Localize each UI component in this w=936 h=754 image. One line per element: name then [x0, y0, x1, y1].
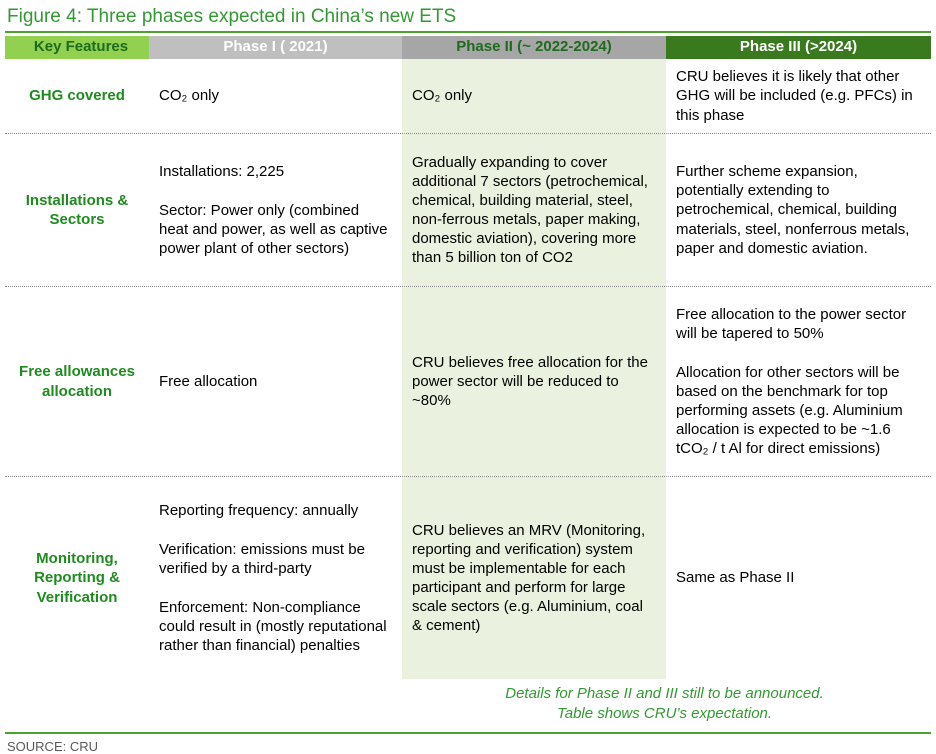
feature-label: Installations & Sectors: [25, 191, 129, 228]
title-divider: [5, 31, 931, 33]
cell-phase2: Gradually expanding to cover additional …: [402, 134, 666, 286]
feature-label: GHG covered: [29, 87, 125, 105]
cell-phase3: Free allocation to the power sector will…: [676, 305, 907, 458]
cell-phase1: CO₂ only: [159, 87, 220, 105]
cell-phase2: CRU believes an MRV (Monitoring, reporti…: [402, 477, 666, 679]
cell-phase3: Further scheme expansion, potentially ex…: [676, 163, 910, 257]
cell-phase1: Installations: 2,225 Sector: Power only (…: [159, 162, 388, 258]
cell-phase3: CRU believes it is likely that other GHG…: [676, 68, 913, 124]
row-monitoring-reporting-verification: Monitoring, Reporting & Verification Rep…: [5, 476, 931, 679]
col-header-phase-1: Phase I ( 2021): [149, 36, 402, 59]
cell-phase1: Free allocation: [159, 372, 258, 390]
cell-phase2: CRU believes free allocation for the pow…: [402, 287, 666, 476]
table-footnote: Details for Phase II and III still to be…: [505, 685, 824, 723]
cell-phase3: Same as Phase II: [676, 569, 795, 587]
row-installations-sectors: Installations & Sectors Installations: 2…: [5, 133, 931, 286]
row-free-allowances-allocation: Free allowances allocation Free allocati…: [5, 286, 931, 476]
source-line: SOURCE: CRU: [7, 738, 99, 754]
col-header-phase-3: Phase III (>2024): [666, 36, 931, 59]
col-header-key-features: Key Features: [5, 36, 149, 59]
table-header-row: Key Features Phase I ( 2021) Phase II (~…: [5, 36, 931, 59]
row-ghg-covered: GHG covered CO₂ only CO₂ only CRU believ…: [5, 59, 931, 133]
figure-title: Figure 4: Three phases expected in China…: [7, 6, 457, 27]
feature-label: Monitoring, Reporting & Verification: [34, 550, 120, 606]
cell-phase2: CO₂ only: [402, 59, 666, 133]
cell-phase1: Reporting frequency: annually Verificatio…: [159, 501, 387, 655]
source-divider: [5, 731, 931, 734]
col-header-phase-2: Phase II (~ 2022-2024): [402, 36, 666, 59]
feature-label: Free allowances allocation: [19, 363, 135, 400]
ets-table: Key Features Phase I ( 2021) Phase II (~…: [5, 36, 931, 679]
